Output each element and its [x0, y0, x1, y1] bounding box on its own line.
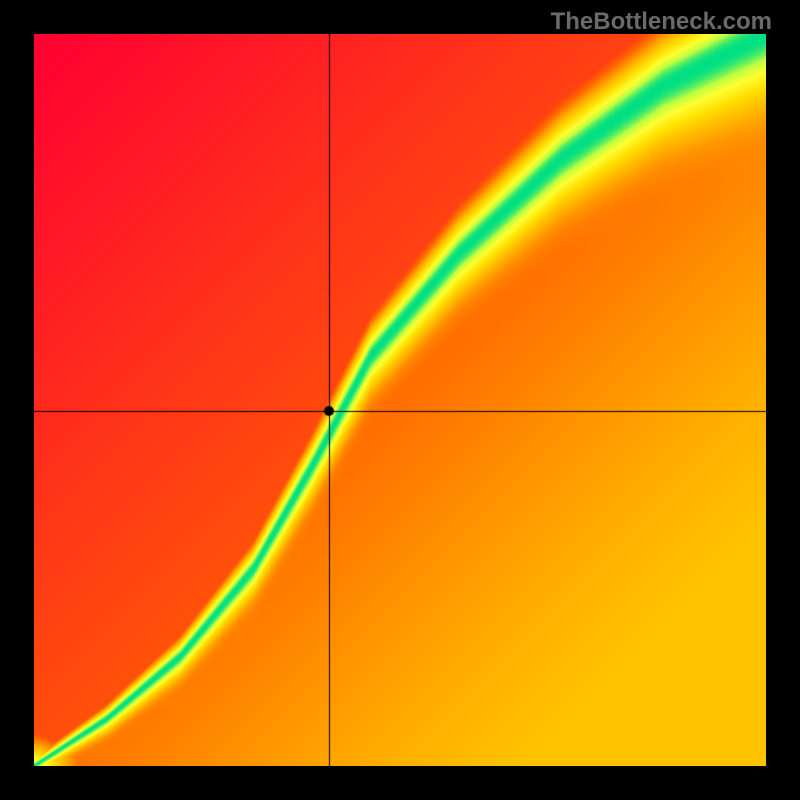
heatmap-canvas: [34, 34, 766, 766]
heatmap-chart: [34, 34, 766, 766]
watermark-text: TheBottleneck.com: [551, 8, 772, 36]
